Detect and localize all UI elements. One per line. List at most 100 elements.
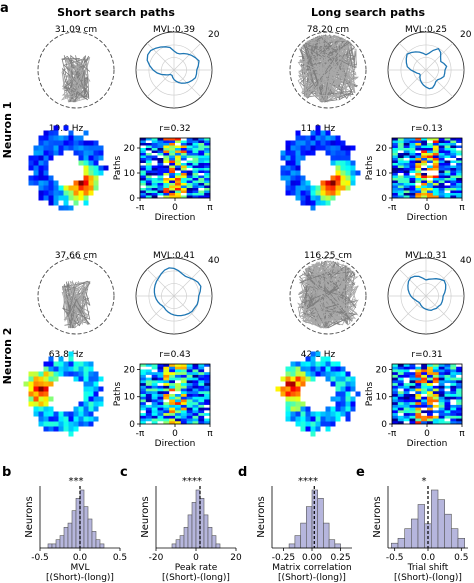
heatmap-cell xyxy=(192,165,199,169)
heatmap-cell xyxy=(421,366,428,370)
rate-map-cell xyxy=(290,140,296,146)
heatmap-cell xyxy=(169,138,176,141)
heatmap-cell xyxy=(186,366,193,370)
x-axis-label: Trial shift xyxy=(407,563,449,573)
rate-map-cell xyxy=(33,165,39,171)
heatmap-cell xyxy=(157,188,164,191)
heatmap-cell xyxy=(169,160,176,164)
heatmap-cell xyxy=(175,148,182,151)
panel-label-d: d xyxy=(238,465,247,480)
heatmap-cell xyxy=(438,168,445,171)
rate-map-cell xyxy=(305,361,311,367)
heatmap-cell xyxy=(392,391,399,395)
heatmap-cell xyxy=(157,170,164,174)
rate-map-cell xyxy=(325,411,331,417)
heatmap-cell xyxy=(392,402,399,406)
rate-map-cell xyxy=(315,195,321,201)
heatmap-cell xyxy=(151,369,158,373)
heatmap-cell xyxy=(444,193,451,196)
heatmap-cell xyxy=(415,413,422,417)
rate-map-cell xyxy=(93,185,99,191)
heatmap-cell xyxy=(151,404,158,408)
heatmap-cell xyxy=(392,170,399,174)
rate-map-cell xyxy=(63,195,69,201)
heatmap-cell xyxy=(421,407,428,411)
heatmap-cell xyxy=(421,138,428,141)
heatmap-cell xyxy=(397,143,404,146)
heatmap-cell xyxy=(450,404,457,408)
rate-map-cell xyxy=(310,366,316,372)
heatmap-cell xyxy=(421,374,428,378)
rate-map-cell xyxy=(280,155,286,161)
rate-map-cell xyxy=(83,396,89,402)
rate-map-cell xyxy=(330,396,336,402)
heatmap-cell xyxy=(180,145,187,149)
rate-map-cell xyxy=(345,411,351,417)
heatmap-cell xyxy=(151,399,158,403)
heatmap-cell xyxy=(175,404,182,408)
heatmap-cell xyxy=(403,138,410,141)
heatmap-cell xyxy=(456,148,463,151)
histogram-bar xyxy=(67,522,73,549)
rate-map-cell xyxy=(83,411,89,417)
heatmap-cell xyxy=(432,385,439,389)
direction-axis-label: Direction xyxy=(407,213,448,223)
heatmap-cell xyxy=(421,145,428,149)
heatmap-cell xyxy=(157,153,164,156)
rate-map-cell xyxy=(340,411,346,417)
heatmap-cell xyxy=(198,140,205,144)
heatmap-cell xyxy=(163,407,170,411)
rate-map-cell xyxy=(33,386,39,392)
heatmap-cell xyxy=(409,145,416,149)
heatmap-cell xyxy=(403,396,410,400)
heatmap-cell xyxy=(392,385,399,389)
heatmap-cell xyxy=(169,148,176,151)
rate-map-cell xyxy=(83,185,89,191)
heatmap-cell xyxy=(397,188,404,191)
heatmap-cell xyxy=(140,377,147,381)
heatmap-cell xyxy=(180,193,187,196)
heatmap-cell xyxy=(438,183,445,186)
heatmap-cell xyxy=(175,195,182,199)
rate-map-cell xyxy=(73,406,79,412)
heatmap-cell xyxy=(432,158,439,161)
heatmap-cell xyxy=(151,188,158,191)
heatmap-cell xyxy=(145,418,152,422)
rate-map-cell xyxy=(315,135,321,141)
rate-map-cell xyxy=(38,195,44,201)
heatmap-cell xyxy=(415,183,422,186)
rate-map-cell xyxy=(58,416,64,422)
rate-map-cell xyxy=(320,416,326,422)
rate-map-cell xyxy=(73,361,79,367)
heatmap-cell xyxy=(409,410,416,414)
heatmap-cell xyxy=(140,385,147,389)
rate-map-cell xyxy=(43,155,49,161)
heatmap-cell xyxy=(438,155,445,159)
heatmap-cell xyxy=(432,364,439,368)
heatmap-cell xyxy=(140,168,147,171)
heatmap-cell xyxy=(140,183,147,186)
heatmap-cell xyxy=(157,180,164,184)
heatmap-cell xyxy=(192,407,199,411)
heatmap-cell xyxy=(438,173,445,176)
rate-map-cell xyxy=(330,371,336,377)
heatmap-cell xyxy=(175,188,182,191)
rate-map-cell xyxy=(290,185,296,191)
rate-map-cell xyxy=(73,366,79,372)
heatmap-cell xyxy=(397,402,404,406)
heatmap-cell xyxy=(163,138,170,141)
rate-map-cell xyxy=(53,195,59,201)
x-tick-label: 0.00 xyxy=(302,553,322,563)
rate-map-cell xyxy=(68,431,74,437)
heatmap-cell xyxy=(140,195,147,199)
heatmap-cell xyxy=(192,148,199,151)
rate-map-cell xyxy=(93,160,99,166)
search-path xyxy=(68,286,90,329)
heatmap-cell xyxy=(409,150,416,154)
heatmap-cell xyxy=(140,155,147,159)
heatmap-cell xyxy=(198,385,205,389)
rate-map-cell xyxy=(340,165,346,171)
heatmap-cell xyxy=(169,404,176,408)
heatmap-cell xyxy=(403,364,410,368)
